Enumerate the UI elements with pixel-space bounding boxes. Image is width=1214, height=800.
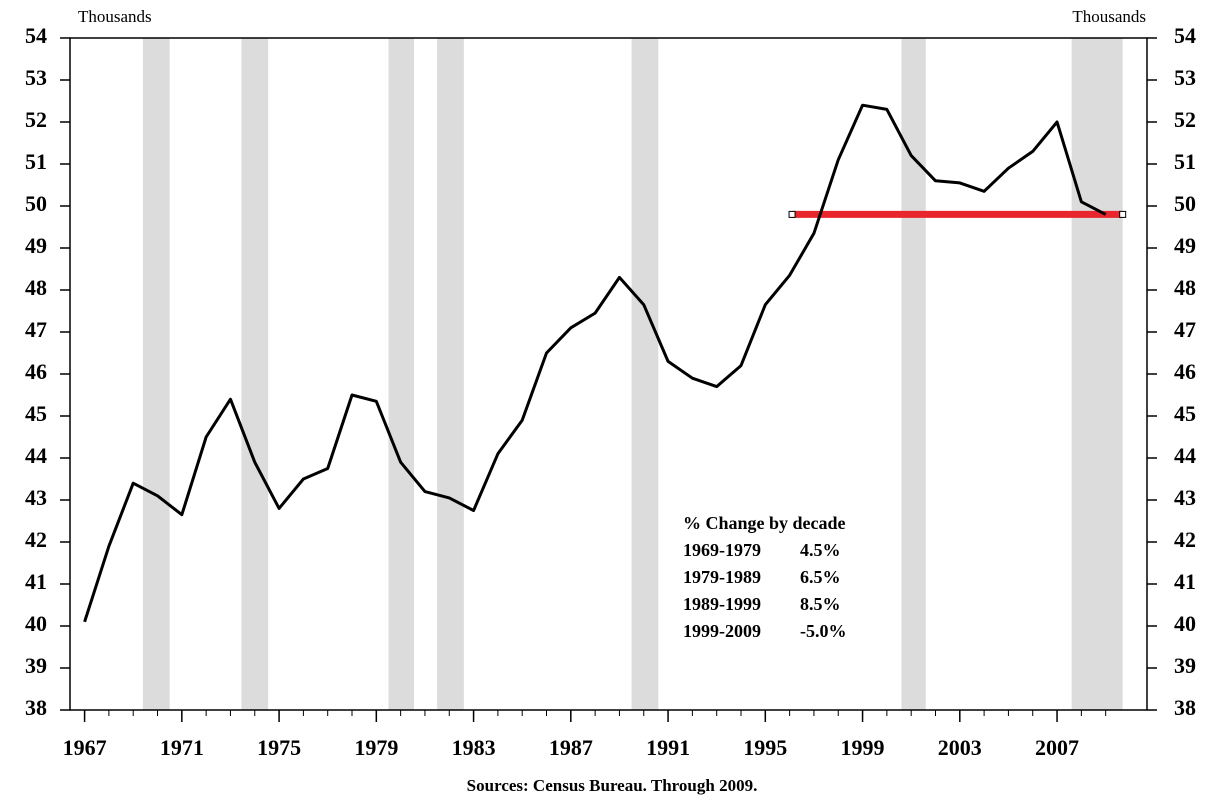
y-tick-label: 42 — [25, 527, 47, 552]
recession-band — [388, 38, 415, 710]
y-tick-label: 51 — [25, 149, 47, 174]
y-tick-label: 39 — [25, 653, 47, 678]
x-tick-label: 2003 — [938, 735, 982, 760]
y-tick-label: 50 — [25, 191, 47, 216]
x-tick-label: 1967 — [63, 735, 107, 760]
x-tick-label: 2007 — [1035, 735, 1079, 760]
y-tick-label: 52 — [25, 107, 47, 132]
annotation-period: 1999-2009 — [683, 621, 761, 641]
y-tick-label: 41 — [25, 569, 47, 594]
reference-end — [788, 210, 796, 218]
annotation-period: 1989-1999 — [683, 594, 761, 614]
y2-tick-label: 53 — [1174, 65, 1196, 90]
y2-tick-label: 49 — [1174, 233, 1196, 258]
y2-tick-label: 50 — [1174, 191, 1196, 216]
y-tick-label: 43 — [25, 485, 47, 510]
recession-band — [1071, 38, 1123, 710]
source: Sources: Census Bureau. Through 2009. — [467, 776, 758, 795]
annotation-change: 4.5% — [800, 540, 841, 560]
recession-band — [901, 38, 926, 710]
x-tick-label: 1971 — [160, 735, 204, 760]
y-tick-label: 46 — [25, 359, 47, 384]
y-tick-label: 47 — [25, 317, 47, 342]
y2-tick-label: 42 — [1174, 527, 1196, 552]
data-line — [83, 103, 1107, 623]
y2-tick-label: 48 — [1174, 275, 1196, 300]
annotation-title: % Change by decade — [683, 513, 846, 533]
y2-tick-label: 46 — [1174, 359, 1196, 384]
y2-tick-label: 41 — [1174, 569, 1196, 594]
y2-tick-label: 54 — [1174, 23, 1196, 48]
recession-band — [631, 38, 659, 710]
recession-band — [142, 38, 170, 710]
y-unit-left: Thousands — [78, 7, 152, 26]
y2-tick-label: 39 — [1174, 653, 1196, 678]
reference-end — [1119, 210, 1127, 218]
y-tick-label: 48 — [25, 275, 47, 300]
x-tick-label: 1995 — [743, 735, 787, 760]
plot-frame — [69, 37, 1148, 711]
y-tick-label: 53 — [25, 65, 47, 90]
y-tick-label: 40 — [25, 611, 47, 636]
x-tick-label: 1979 — [354, 735, 398, 760]
y2-tick-label: 51 — [1174, 149, 1196, 174]
recession-band — [241, 38, 269, 710]
y-tick-label: 38 — [25, 695, 47, 720]
x-tick-label: 1975 — [257, 735, 301, 760]
y2-tick-label: 52 — [1174, 107, 1196, 132]
x-tick-label: 1991 — [646, 735, 690, 760]
y2-tick-label: 45 — [1174, 401, 1196, 426]
annotation-period: 1979-1989 — [683, 567, 761, 587]
y-tick-label: 54 — [25, 23, 47, 48]
y2-tick-label: 40 — [1174, 611, 1196, 636]
y-tick-label: 44 — [25, 443, 47, 468]
y2-tick-label: 38 — [1174, 695, 1196, 720]
annotation-change: 8.5% — [800, 594, 841, 614]
x-tick-label: 1983 — [452, 735, 496, 760]
annotation-change: 6.5% — [800, 567, 841, 587]
annotation-change: -5.0% — [800, 621, 847, 641]
y2-tick-label: 47 — [1174, 317, 1196, 342]
y-tick-label: 45 — [25, 401, 47, 426]
y-unit-right: Thousands — [1072, 7, 1146, 26]
annotation-period: 1969-1979 — [683, 540, 761, 560]
y2-tick-label: 43 — [1174, 485, 1196, 510]
recession-band — [437, 38, 464, 710]
y-tick-label: 49 — [25, 233, 47, 258]
y2-tick-label: 44 — [1174, 443, 1196, 468]
x-tick-label: 1999 — [841, 735, 885, 760]
x-tick-label: 1987 — [549, 735, 593, 760]
